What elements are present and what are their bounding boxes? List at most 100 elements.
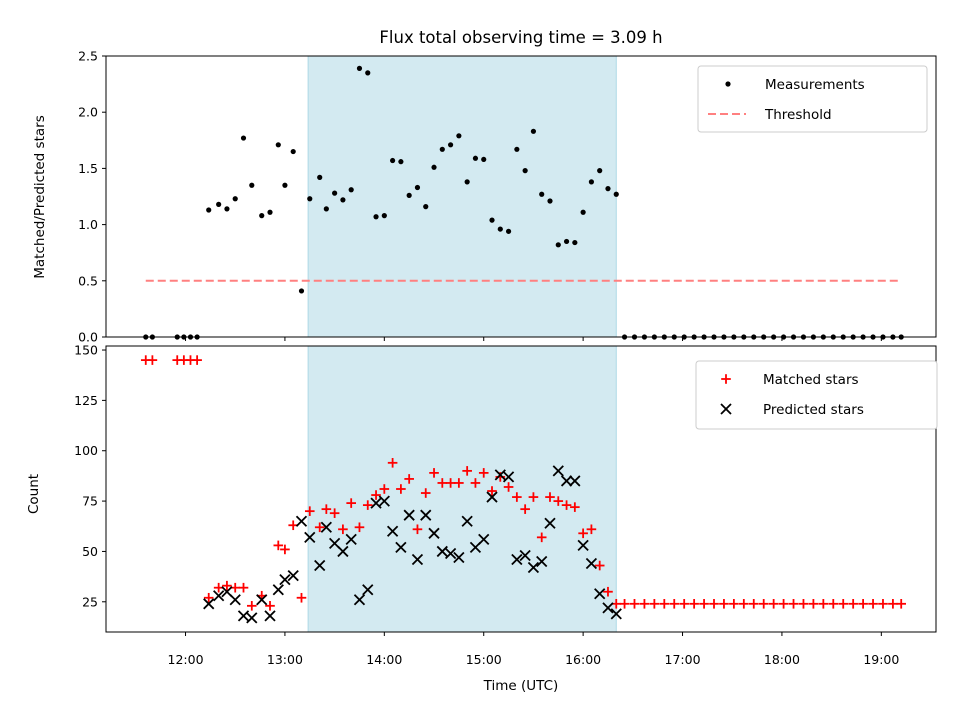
measurement-point bbox=[259, 213, 265, 219]
predicted-star-mark-b bbox=[720, 403, 732, 415]
predicted-star-point bbox=[453, 551, 465, 564]
predicted-star-point bbox=[213, 590, 225, 602]
matched-star-point bbox=[314, 522, 325, 533]
matched-star-point bbox=[470, 478, 481, 488]
x-tick-label: 18:00 bbox=[764, 652, 800, 667]
measurement-point bbox=[348, 187, 354, 193]
y-tick-label: 1.0 bbox=[78, 217, 98, 232]
measurement-point bbox=[605, 186, 611, 192]
predicted-star-point bbox=[428, 527, 440, 539]
measurement-point bbox=[240, 135, 247, 141]
measurement-point bbox=[464, 179, 470, 185]
matched-star-point bbox=[238, 582, 249, 593]
matched-star-point bbox=[586, 524, 597, 535]
predicted-star-point bbox=[279, 573, 291, 586]
x-tick-label: 13:00 bbox=[267, 652, 303, 667]
measurement-point bbox=[282, 182, 288, 188]
matched-star-point bbox=[147, 355, 158, 365]
predicted-star-mark-b bbox=[237, 610, 250, 622]
predicted-star-point bbox=[519, 549, 531, 562]
legend-box bbox=[697, 65, 928, 133]
measurement-point bbox=[522, 168, 528, 174]
predicted-star-point bbox=[585, 557, 598, 570]
predicted-star-point bbox=[577, 539, 589, 552]
x-axis-label: Time (UTC) bbox=[483, 678, 559, 694]
predicted-star-point bbox=[486, 491, 498, 503]
predicted-star-point bbox=[594, 588, 606, 600]
predicted-star-point bbox=[610, 608, 622, 620]
matched-star-point bbox=[304, 506, 315, 516]
x-tick-label: 12:00 bbox=[168, 652, 204, 667]
predicted-star-point bbox=[362, 584, 374, 596]
predicted-star-mark-b bbox=[536, 555, 548, 568]
legend-label: Matched stars bbox=[763, 372, 859, 388]
x-tick-label: 19:00 bbox=[863, 652, 899, 667]
plot-frame bbox=[105, 55, 937, 338]
predicted-star-mark-b bbox=[320, 521, 332, 533]
matched-star-point bbox=[354, 522, 365, 533]
measurement-point bbox=[439, 146, 445, 152]
predicted-star-point bbox=[272, 584, 284, 596]
predicted-star-mark-b bbox=[594, 588, 606, 600]
measurement-point bbox=[514, 146, 520, 152]
predicted-star-mark-b bbox=[519, 549, 531, 562]
matched-star-point bbox=[412, 524, 423, 535]
matched-star-point bbox=[561, 500, 572, 510]
predicted-star-point bbox=[229, 594, 241, 606]
predicted-star-point bbox=[436, 545, 448, 558]
matched-star-point bbox=[222, 580, 232, 591]
predicted-star-point bbox=[314, 559, 326, 572]
predicted-star-point bbox=[602, 602, 614, 614]
matched-star-point bbox=[709, 599, 719, 609]
legend-label: Measurements bbox=[765, 77, 865, 93]
matched-star-point bbox=[778, 599, 789, 609]
measurement-point bbox=[356, 65, 363, 71]
measurement-point bbox=[580, 209, 586, 215]
predicted-star-mark-b bbox=[428, 527, 440, 539]
matched-star-point bbox=[528, 492, 539, 502]
predicted-star-mark-b bbox=[569, 475, 581, 487]
predicted-star-mark-b bbox=[221, 586, 233, 598]
predicted-star-point bbox=[287, 569, 299, 582]
predicted-star-mark-b bbox=[577, 539, 589, 552]
predicted-star-point bbox=[560, 475, 573, 487]
predicted-star-point bbox=[569, 475, 581, 487]
matched-star-point bbox=[265, 601, 275, 611]
y-tick-label: 150 bbox=[74, 343, 98, 358]
measurement-point bbox=[431, 164, 437, 170]
measurement-point bbox=[447, 142, 454, 148]
measurement-point bbox=[224, 206, 230, 212]
predicted-star-point bbox=[337, 545, 349, 558]
matched-star-point bbox=[798, 599, 809, 609]
matched-star-point bbox=[878, 599, 888, 609]
predicted-star-mark-b bbox=[403, 509, 415, 521]
predicted-star-mark-b bbox=[314, 559, 326, 572]
measurement-point bbox=[472, 155, 479, 161]
predicted-star-mark-b bbox=[386, 525, 399, 537]
predicted-star-mark-b bbox=[552, 465, 564, 477]
matched-star-point bbox=[296, 592, 307, 603]
matched-star-point bbox=[437, 478, 448, 488]
predicted-star-point bbox=[237, 610, 250, 622]
matched-star-point bbox=[329, 508, 340, 518]
measurement-point bbox=[390, 157, 396, 164]
predicted-star-point bbox=[411, 553, 424, 566]
predicted-star-point bbox=[295, 515, 308, 527]
matched-star-point bbox=[739, 599, 749, 609]
matched-star-point bbox=[808, 599, 819, 609]
predicted-star-point bbox=[720, 403, 732, 415]
predicted-star-point bbox=[264, 610, 276, 622]
matched-star-point bbox=[629, 599, 640, 609]
matched-star-point bbox=[429, 468, 439, 478]
predicted-star-point bbox=[511, 553, 523, 566]
measurement-point bbox=[505, 228, 512, 234]
predicted-star-mark-b bbox=[337, 545, 349, 558]
matched-star-point bbox=[578, 528, 588, 539]
matched-star-point bbox=[729, 599, 739, 609]
legend-label: Threshold bbox=[764, 107, 832, 123]
y-tick-label: 100 bbox=[74, 443, 98, 458]
x-tick-label: 15:00 bbox=[466, 652, 502, 667]
matched-star-point bbox=[536, 532, 547, 543]
y-tick-label: 25 bbox=[82, 594, 98, 609]
measurement-point bbox=[332, 190, 338, 196]
